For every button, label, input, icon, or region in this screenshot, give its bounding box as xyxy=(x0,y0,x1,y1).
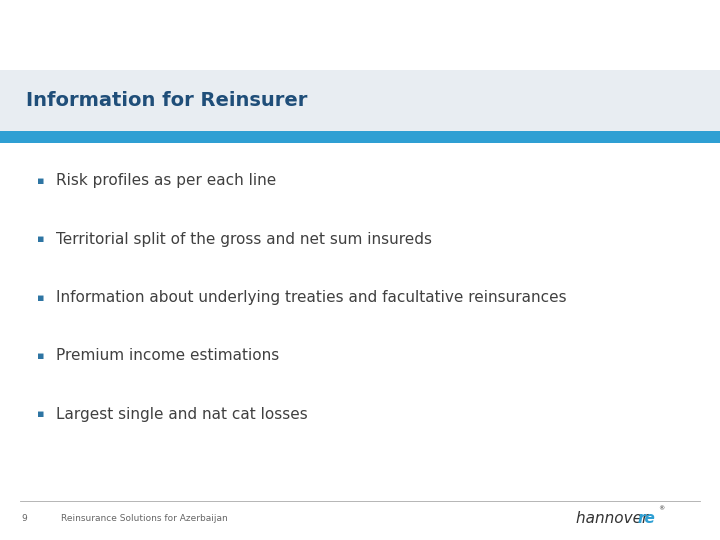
Text: ▪: ▪ xyxy=(37,293,45,302)
Text: Risk profiles as per each line: Risk profiles as per each line xyxy=(56,173,276,188)
Text: Premium income estimations: Premium income estimations xyxy=(56,348,279,363)
Text: ®: ® xyxy=(658,506,665,511)
Text: 9: 9 xyxy=(22,514,27,523)
Text: Information about underlying treaties and facultative reinsurances: Information about underlying treaties an… xyxy=(56,290,567,305)
Text: Largest single and nat cat losses: Largest single and nat cat losses xyxy=(56,407,308,422)
Bar xyxy=(0,70,720,131)
Text: ▪: ▪ xyxy=(37,176,45,186)
Text: ▪: ▪ xyxy=(37,234,45,244)
Text: Reinsurance Solutions for Azerbaijan: Reinsurance Solutions for Azerbaijan xyxy=(61,514,228,523)
Text: ▪: ▪ xyxy=(37,351,45,361)
Text: ▪: ▪ xyxy=(37,409,45,419)
Text: Territorial split of the gross and net sum insureds: Territorial split of the gross and net s… xyxy=(56,232,432,247)
Text: hannover: hannover xyxy=(576,511,653,526)
Bar xyxy=(0,131,720,143)
Text: re: re xyxy=(638,511,656,526)
Text: Information for Reinsurer: Information for Reinsurer xyxy=(26,91,307,110)
